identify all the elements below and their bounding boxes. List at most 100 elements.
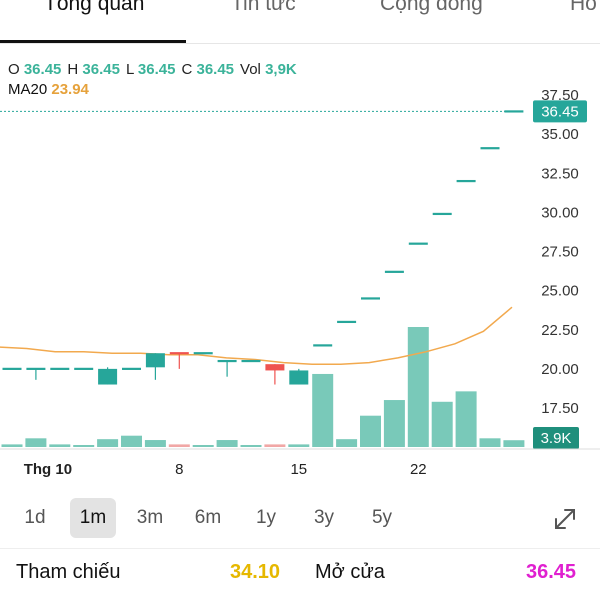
x-tick-label: Thg 10 (24, 461, 72, 478)
candle-body (169, 352, 189, 355)
tab-news[interactable]: Tin tức (231, 0, 296, 15)
ma20-label: MA20 (8, 81, 48, 98)
stats-divider (0, 548, 600, 549)
candle-body (50, 367, 70, 370)
candle-body (122, 367, 141, 370)
volume-bar (264, 444, 286, 447)
volume-bar (49, 444, 71, 447)
volume-bar (144, 440, 166, 447)
candle-body (432, 212, 452, 216)
candle-body (98, 368, 118, 385)
volume-bar (73, 445, 95, 447)
x-tick-label: 15 (290, 461, 307, 478)
volume-bar (407, 327, 429, 447)
candle-body (384, 270, 404, 273)
low-value: 36.45 (137, 61, 176, 78)
price-tick-label: 25.00 (541, 283, 579, 300)
volume-bar (97, 439, 119, 447)
last-price-box (533, 100, 587, 123)
ma20-readout: MA20 23.94 (8, 81, 89, 98)
open-price-value: 36.45 (526, 561, 577, 583)
volume-bar (288, 444, 310, 447)
tab-more[interactable]: Ho (570, 0, 597, 15)
expand-icon[interactable] (552, 506, 578, 532)
ref-price-value: 34.10 (230, 561, 281, 583)
candle-body (504, 110, 524, 113)
period-selector: 1d 1m 3m 6m 1y 3y 5y (0, 496, 600, 540)
last-price-label: 36.45 (541, 103, 579, 120)
candle-body (26, 367, 46, 370)
price-tick-label: 32.50 (541, 165, 579, 182)
volume-bar (216, 440, 238, 447)
top-tab-bar: Tổng quan Tin tức Cộng đồng Ho (0, 0, 600, 44)
open-value: 36.45 (23, 61, 62, 78)
volume-tag-label: 3.9K (541, 430, 572, 447)
open-price-label: Mở cửa (315, 561, 385, 583)
last-price-tag: 36.45 (533, 100, 587, 123)
period-1y[interactable]: 1y (255, 507, 277, 528)
volume-value: 3,9K (265, 61, 297, 78)
x-tick-label: 8 (175, 461, 183, 478)
tab-community[interactable]: Cộng đồng (380, 0, 483, 15)
ohlc-readout: O 36.45 H 36.45 L 36.45 C 36.45 Vol 3,9K (8, 61, 303, 78)
volume-label: Vol (240, 61, 261, 78)
candlestick-chart[interactable]: 37.50 35.00 32.50 30.00 27.50 25.00 22.50 20.00… (0, 0, 600, 490)
period-3m[interactable]: 3m (136, 507, 164, 528)
active-tab-indicator (0, 40, 186, 43)
high-value: 36.45 (82, 61, 120, 78)
period-1m[interactable]: 1m (70, 498, 116, 538)
volume-tag: 3.9K (533, 427, 579, 449)
candle-body (456, 179, 476, 183)
period-3y[interactable]: 3y (313, 507, 335, 528)
price-tick-label: 22.50 (541, 322, 579, 339)
volume-bar (1, 444, 23, 447)
volume-bar (240, 445, 262, 447)
close-label: C (181, 61, 193, 78)
candle-body (361, 297, 380, 300)
price-tick-label: 30.00 (541, 204, 579, 221)
price-tick-label: 27.50 (541, 244, 579, 261)
ref-price-label: Tham chiếu (16, 561, 121, 583)
candle-body (241, 359, 261, 363)
high-label: H (67, 61, 79, 78)
candle-body (193, 352, 213, 355)
ma20-value: 23.94 (51, 81, 89, 98)
candle-body (74, 367, 94, 370)
volume-box (533, 427, 579, 449)
ma20-line (0, 306, 513, 365)
open-label: O (8, 61, 20, 78)
price-tick-label: 35.00 (541, 126, 579, 143)
tab-divider (0, 43, 600, 44)
volume-bar (336, 439, 358, 447)
volume-bar (431, 401, 453, 447)
price-tick-label: 17.50 (541, 400, 579, 417)
price-tick-label: 37.50 (541, 87, 579, 104)
candle-body (480, 147, 500, 150)
candle-body (217, 359, 237, 363)
candle-body (408, 242, 428, 245)
candle-body (145, 353, 165, 368)
volume-bar (192, 445, 214, 447)
volume-bar (121, 435, 142, 447)
candle-body (2, 367, 22, 370)
candle-body (289, 370, 309, 385)
period-5y[interactable]: 5y (371, 507, 393, 528)
volume-bar (360, 415, 381, 447)
volume-bar (312, 373, 334, 447)
low-label: L (125, 61, 134, 78)
volume-bar (479, 438, 501, 447)
volume-bar (168, 444, 190, 447)
period-1d[interactable]: 1d (24, 507, 46, 528)
volume-bar (383, 400, 405, 447)
volume-bar (455, 391, 477, 447)
candle-body (313, 344, 333, 347)
price-tick-label: 20.00 (541, 361, 579, 378)
period-6m[interactable]: 6m (194, 507, 222, 528)
volume-bar (25, 438, 47, 447)
x-tick-label: 22 (410, 461, 427, 478)
candle-body (265, 364, 285, 371)
volume-bar (503, 440, 525, 447)
candle-body (337, 320, 357, 324)
close-value: 36.45 (196, 61, 235, 78)
tab-overview[interactable]: Tổng quan (44, 0, 145, 15)
